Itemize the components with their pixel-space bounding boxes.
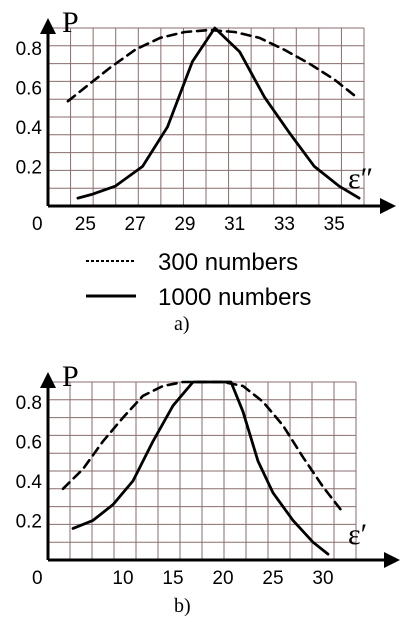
chart-b-x-tick-label: 20: [212, 568, 233, 589]
chart-b-y-ticks: 0.2 0.4 0.6 0.8: [16, 393, 43, 533]
chart-b-y-axis-arrow: [40, 372, 56, 388]
chart-b-x-tick-label: 10: [112, 568, 133, 589]
chart-a-series-solid-line: [76, 26, 361, 200]
chart-a-x-tick-label: 35: [324, 214, 345, 235]
chart-b-series-dashed-line: [61, 380, 345, 514]
chart-b: P ε′ 0 0.2 0.4 0.6 0.8 10 15 20 25 30: [16, 360, 400, 589]
chart-a-x-tick-label: 25: [75, 214, 96, 235]
chart-b-x-tick-label: 25: [262, 568, 283, 589]
chart-b-y-tick-label: 0.6: [16, 432, 42, 453]
legend: 300 numbers 1000 numbers: [86, 249, 311, 311]
legend-label-300: 300 numbers: [158, 249, 298, 276]
chart-a-x-axis-arrow: [380, 198, 396, 214]
chart-b-x-ticks: 10 15 20 25 30: [112, 568, 333, 589]
chart-a-x-ticks: 25 27 29 31 33 35: [75, 214, 345, 235]
chart-a-x-tick-label: 27: [125, 214, 146, 235]
chart-a-y-tick-label: 0.4: [16, 118, 43, 139]
chart-a-origin-label: 0: [32, 214, 43, 235]
chart-b-y-axis-title: P: [62, 360, 79, 393]
chart-a-y-tick-label: 0.2: [16, 157, 42, 178]
chart-a: P ε″ 0 0.2 0.4 0.6 0.8 25 27 29 31 33 35: [16, 6, 396, 235]
chart-a-x-tick-label: 33: [274, 214, 295, 235]
chart-a-y-axis-title: P: [62, 6, 79, 39]
chart-b-x-axis-title: ε′: [348, 518, 367, 551]
chart-a-y-tick-label: 0.6: [16, 78, 42, 99]
chart-a-x-axis-title: ε″: [348, 162, 373, 195]
chart-a-grid: [48, 27, 365, 206]
legend-label-1000: 1000 numbers: [158, 284, 311, 311]
chart-a-y-ticks: 0.2 0.4 0.6 0.8: [16, 39, 43, 179]
chart-a-series-dashed-line: [66, 28, 356, 103]
chart-a-caption: a): [174, 313, 190, 335]
chart-b-series: [61, 380, 345, 556]
chart-b-x-tick-label: 30: [312, 568, 333, 589]
chart-b-y-tick-label: 0.2: [16, 511, 42, 532]
chart-a-series: [66, 26, 361, 200]
chart-a-y-axis-arrow: [40, 18, 56, 34]
chart-b-x-axis-arrow: [384, 552, 400, 568]
chart-a-x-tick-label: 31: [224, 214, 245, 235]
chart-b-y-tick-label: 0.4: [16, 472, 43, 493]
chart-b-series-solid-line: [71, 380, 330, 556]
chart-b-y-tick-label: 0.8: [16, 393, 42, 414]
chart-a-x-tick-label: 29: [174, 214, 195, 235]
chart-b-origin-label: 0: [32, 568, 43, 589]
chart-b-grid: [48, 381, 357, 560]
chart-b-x-tick-label: 15: [162, 568, 183, 589]
chart-b-caption: b): [174, 595, 191, 617]
chart-a-y-tick-label: 0.8: [16, 39, 42, 60]
